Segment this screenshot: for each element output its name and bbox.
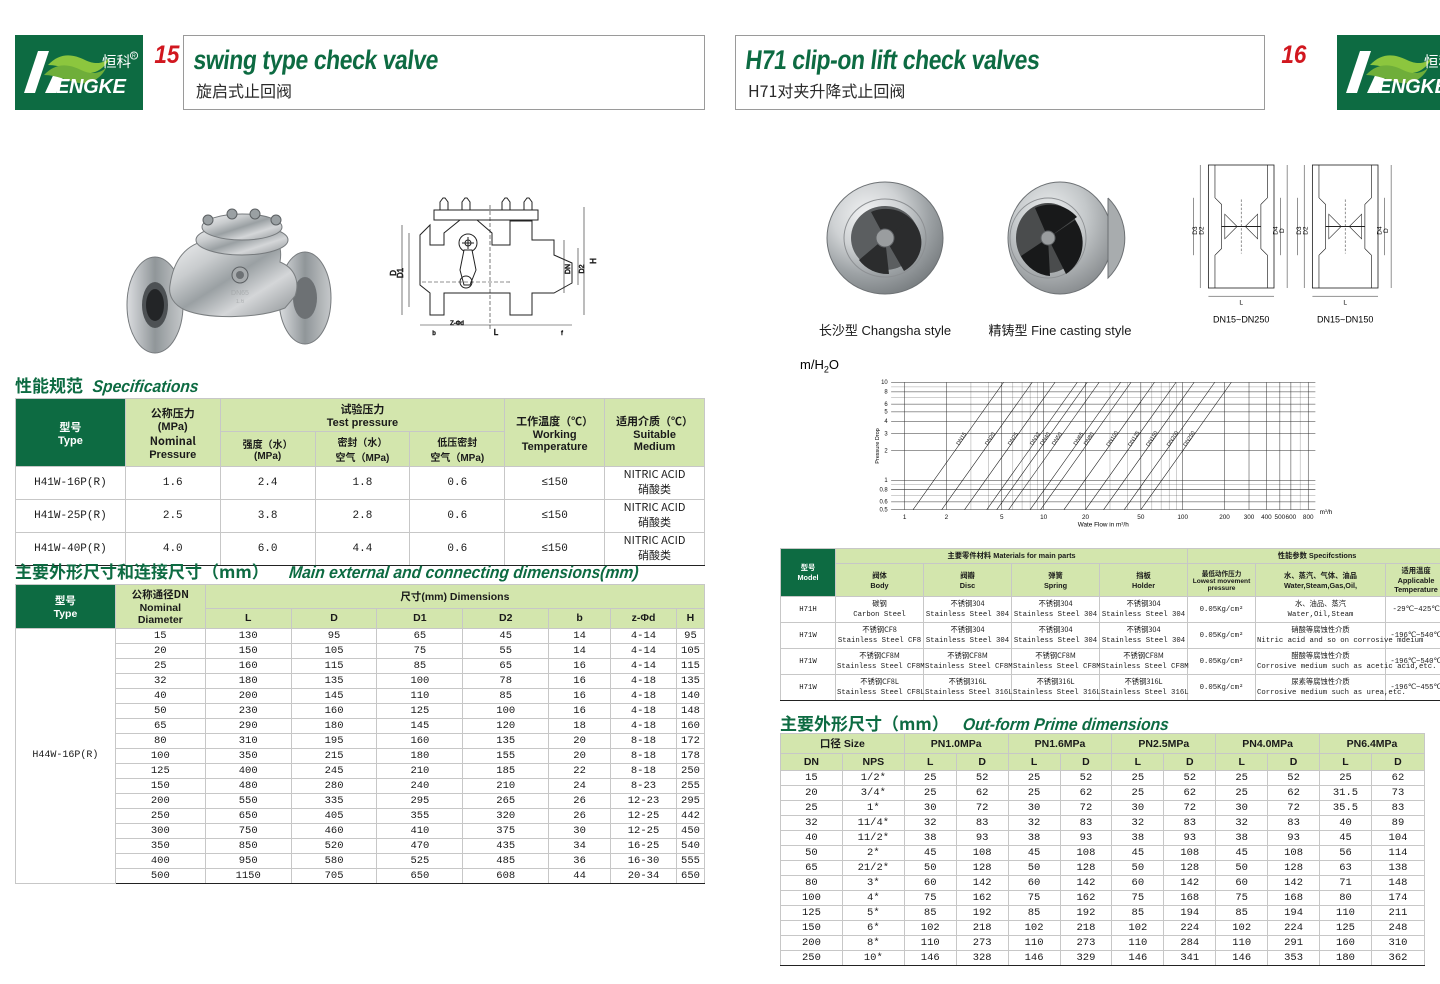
svg-text:D: D — [1383, 228, 1390, 233]
svg-text:400: 400 — [1261, 514, 1272, 521]
svg-text:2: 2 — [945, 514, 949, 521]
svg-text:DN15~DN250: DN15~DN250 — [1213, 314, 1269, 324]
svg-text:恒科: 恒科 — [1424, 51, 1440, 72]
svg-text:长沙型 Changsha style: 长沙型 Changsha style — [819, 320, 951, 339]
svg-text:Pressure Drop: Pressure Drop — [875, 428, 881, 463]
svg-text:1: 1 — [903, 514, 907, 521]
svg-text:500: 500 — [1275, 514, 1286, 521]
svg-text:ENGKE: ENGKE — [56, 76, 127, 98]
svg-text:L: L — [1239, 299, 1243, 306]
svg-text:600: 600 — [1286, 514, 1297, 521]
svg-text:f: f — [561, 331, 563, 337]
svg-text:D1: D1 — [396, 267, 405, 278]
svg-text:D: D — [1279, 228, 1286, 233]
svg-text:2: 2 — [884, 448, 887, 454]
svg-text:L: L — [494, 328, 499, 337]
svg-text:5: 5 — [1000, 514, 1004, 521]
svg-text:0.5: 0.5 — [879, 507, 888, 513]
svg-text:b: b — [432, 331, 436, 337]
svg-text:20: 20 — [1082, 514, 1090, 521]
svg-text:Z-Φd: Z-Φd — [450, 321, 464, 327]
svg-text:50: 50 — [1137, 514, 1145, 521]
svg-text:m3/h: m3/h — [1320, 509, 1333, 516]
svg-text:200: 200 — [1219, 514, 1230, 521]
svg-text:R: R — [132, 54, 136, 60]
svg-text:Wate Flow in m3/h: Wate Flow in m3/h — [1078, 522, 1129, 529]
svg-text:0.6: 0.6 — [879, 500, 888, 506]
svg-text:恒科: 恒科 — [102, 51, 131, 72]
svg-text:10: 10 — [881, 380, 888, 386]
svg-text:DN15~DN150: DN15~DN150 — [1317, 314, 1373, 324]
svg-text:D2: D2 — [1302, 226, 1309, 235]
svg-text:10: 10 — [1040, 514, 1048, 521]
svg-text:DN: DN — [565, 264, 572, 274]
svg-text:800: 800 — [1303, 514, 1314, 521]
svg-text:D2: D2 — [579, 264, 586, 273]
svg-text:L: L — [1343, 299, 1347, 306]
svg-text:100: 100 — [1177, 514, 1188, 521]
svg-text:1: 1 — [884, 478, 887, 484]
svg-text:H: H — [589, 258, 598, 264]
svg-text:精铸型 Fine casting style: 精铸型 Fine casting style — [988, 320, 1131, 339]
svg-text:ENGKE: ENGKE — [1378, 76, 1440, 98]
svg-text:300: 300 — [1244, 514, 1255, 521]
svg-text:D2: D2 — [1198, 226, 1205, 235]
svg-text:DN65: DN65 — [231, 290, 249, 297]
svg-text:0.8: 0.8 — [879, 487, 888, 493]
svg-text:1.6: 1.6 — [236, 299, 245, 305]
